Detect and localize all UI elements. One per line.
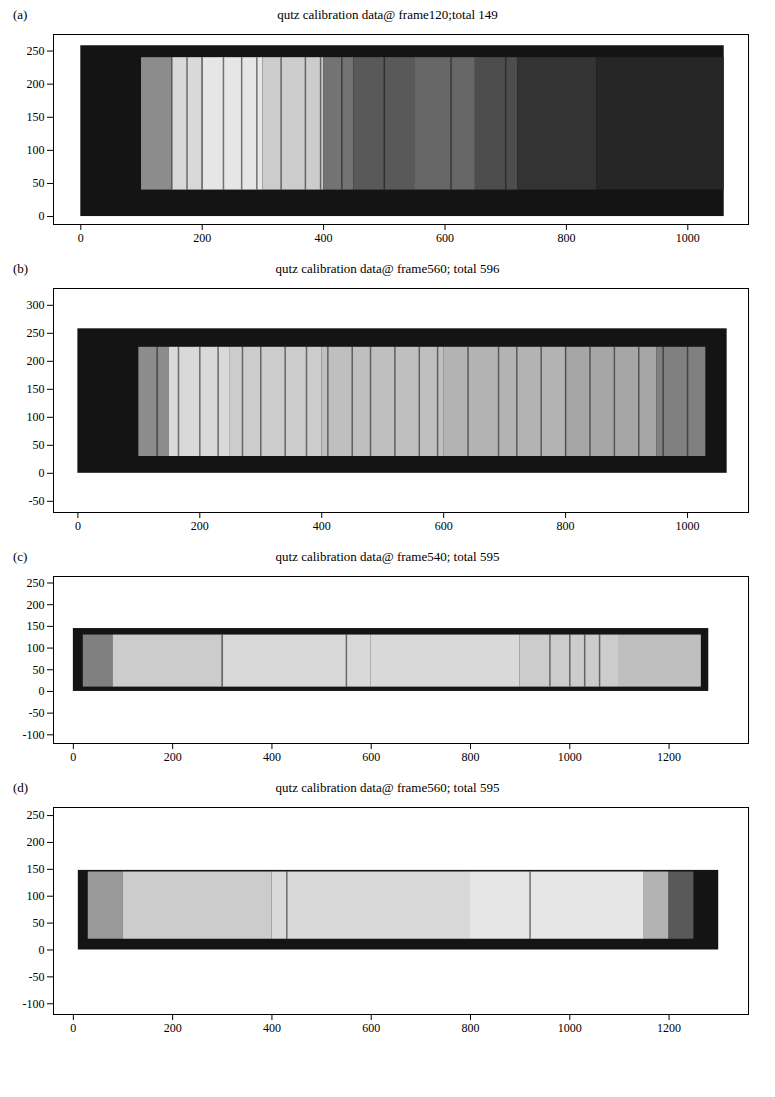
svg-text:50: 50 [33,916,45,930]
html-text:(a): (a) [13,7,28,22]
svg-text:300: 300 [27,298,45,312]
html-text:qutz calibration data@ frame56: qutz calibration data@ frame560; total 5… [275,261,500,276]
svg-text:0: 0 [75,519,81,533]
svg-text:200: 200 [27,598,45,612]
svg-text:150: 150 [27,382,45,396]
html-text:(d): (d) [13,780,29,795]
svg-text:250: 250 [27,326,45,340]
svg-text:200: 200 [193,231,211,245]
svg-text:100: 100 [27,143,45,157]
svg-text:1000: 1000 [558,750,582,764]
svg-text:200: 200 [27,77,45,91]
svg-text:50: 50 [33,438,45,452]
svg-text:-50: -50 [29,706,45,720]
svg-text:100: 100 [27,889,45,903]
svg-text:400: 400 [313,519,331,533]
svg-text:1200: 1200 [657,1021,681,1035]
svg-text:250: 250 [27,576,45,590]
svg-text:400: 400 [315,231,333,245]
svg-text:-50: -50 [29,970,45,984]
svg-text:400: 400 [263,1021,281,1035]
svg-text:400: 400 [263,750,281,764]
svg-text:100: 100 [27,641,45,655]
svg-text:150: 150 [27,110,45,124]
svg-text:250: 250 [27,44,45,58]
svg-text:200: 200 [27,835,45,849]
svg-text:800: 800 [557,519,575,533]
svg-text:-100: -100 [23,997,45,1011]
svg-text:0: 0 [39,209,45,223]
svg-text:1200: 1200 [657,750,681,764]
svg-text:800: 800 [462,1021,480,1035]
html-text:qutz calibration data@ frame56: qutz calibration data@ frame560; total 5… [275,780,500,795]
svg-text:0: 0 [39,684,45,698]
html-text:(c): (c) [13,549,28,564]
svg-text:200: 200 [27,354,45,368]
svg-text:1000: 1000 [676,231,700,245]
html-text:qutz calibration data@ frame12: qutz calibration data@ frame120;total 14… [277,7,498,22]
svg-text:100: 100 [27,410,45,424]
svg-text:800: 800 [462,750,480,764]
svg-text:0: 0 [39,943,45,957]
svg-text:50: 50 [33,663,45,677]
svg-text:0: 0 [70,750,76,764]
svg-text:0: 0 [39,466,45,480]
svg-text:600: 600 [436,231,454,245]
svg-text:0: 0 [78,231,84,245]
svg-text:600: 600 [362,750,380,764]
svg-text:1000: 1000 [558,1021,582,1035]
svg-text:150: 150 [27,862,45,876]
svg-text:50: 50 [33,176,45,190]
svg-text:250: 250 [27,808,45,822]
svg-text:-100: -100 [23,728,45,742]
svg-text:200: 200 [191,519,209,533]
svg-text:1000: 1000 [676,519,700,533]
html-text:(b): (b) [13,261,29,276]
svg-text:200: 200 [164,1021,182,1035]
svg-text:200: 200 [164,750,182,764]
svg-text:150: 150 [27,619,45,633]
svg-text:0: 0 [70,1021,76,1035]
svg-text:600: 600 [435,519,453,533]
html-text:qutz calibration data@ frame54: qutz calibration data@ frame540; total 5… [275,549,500,564]
svg-text:600: 600 [362,1021,380,1035]
svg-text:800: 800 [557,231,575,245]
svg-text:-50: -50 [29,494,45,508]
